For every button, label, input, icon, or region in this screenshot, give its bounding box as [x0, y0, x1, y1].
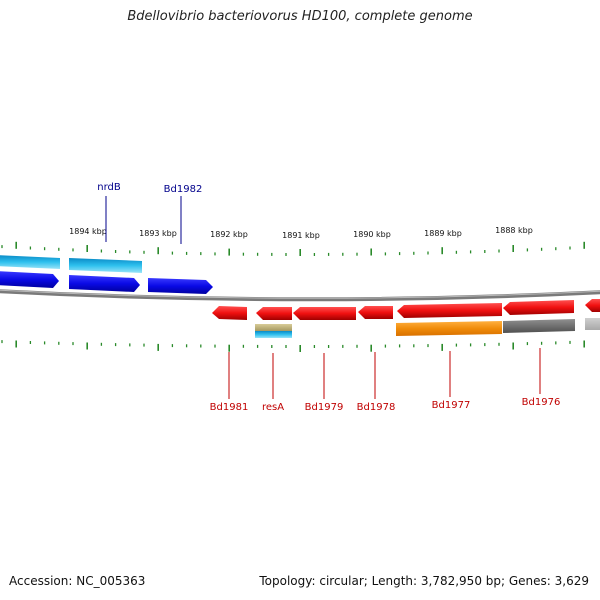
ruler-label-1894-kbp: 1894 kbp — [69, 227, 107, 236]
genome-backbone-highlight — [0, 289, 600, 299]
reverse-gene-resA[interactable] — [256, 307, 292, 320]
ruler-label-1893-kbp: 1893 kbp — [139, 229, 177, 238]
gene-label-Bd1982[interactable]: Bd1982 — [164, 184, 203, 195]
gene-label-Bd1979[interactable]: Bd1979 — [305, 402, 344, 413]
ruler-label-1892-kbp: 1892 kbp — [210, 230, 248, 239]
reverse-feature-resA-tan[interactable] — [255, 324, 292, 331]
reverse-gene-Bd1976[interactable] — [503, 300, 574, 315]
reverse-cds-Bd1977[interactable] — [396, 321, 502, 336]
reverse-cds-right[interactable] — [585, 318, 600, 330]
gene-label-resA[interactable]: resA — [262, 402, 284, 413]
gene-label-Bd1981[interactable]: Bd1981 — [210, 402, 249, 413]
reverse-gene-Bd1981[interactable] — [212, 306, 247, 320]
forward-gene-left[interactable] — [0, 271, 59, 288]
accession-text: Accession: NC_005363 — [9, 574, 146, 588]
forward-cds-nrdB[interactable] — [69, 258, 142, 273]
forward-cds-left[interactable] — [0, 255, 60, 269]
forward-gene-Bd1982[interactable] — [148, 278, 213, 294]
ruler-label-1890-kbp: 1890 kbp — [353, 230, 391, 239]
ruler-ticks-bottom — [1, 340, 586, 352]
ruler-ticks-top — [1, 241, 586, 256]
map-title: Bdellovibrio bacteriovorus HD100, comple… — [127, 9, 473, 24]
ruler-label-1891-kbp: 1891 kbp — [282, 231, 320, 240]
gene-label-nrdB[interactable]: nrdB — [97, 182, 121, 193]
gene-label-Bd1978[interactable]: Bd1978 — [357, 402, 396, 413]
reverse-gene-right[interactable] — [585, 299, 600, 312]
topology-text: Topology: circular; Length: 3,782,950 bp… — [259, 574, 589, 588]
reverse-gene-Bd1979[interactable] — [293, 307, 356, 320]
ruler-label-1889-kbp: 1889 kbp — [424, 229, 462, 238]
forward-gene-nrdB[interactable] — [69, 275, 140, 292]
genome-backbone — [0, 289, 600, 302]
gene-label-Bd1977[interactable]: Bd1977 — [432, 400, 471, 411]
gene-label-Bd1976[interactable]: Bd1976 — [522, 397, 561, 408]
ruler-label-1888-kbp: 1888 kbp — [495, 226, 533, 235]
reverse-cds-Bd1976[interactable] — [503, 319, 575, 333]
reverse-gene-Bd1977[interactable] — [397, 303, 502, 318]
reverse-gene-Bd1978[interactable] — [358, 306, 393, 319]
reverse-cds-resA[interactable] — [255, 331, 292, 338]
